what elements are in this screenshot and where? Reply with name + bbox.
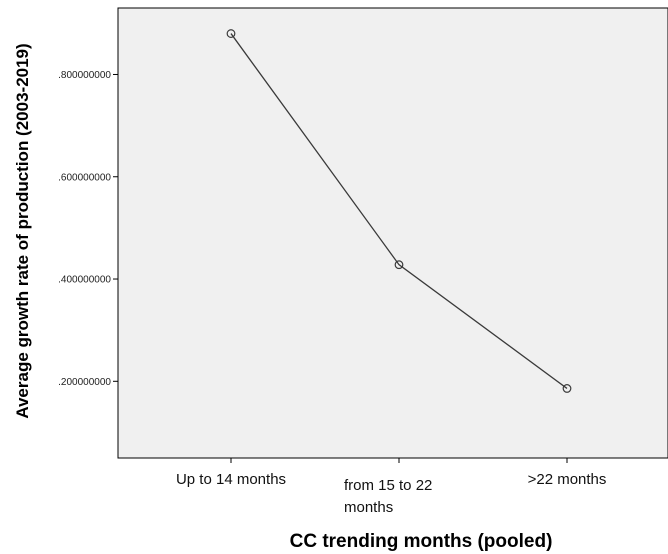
x-tick-label: from 15 to 22 months [344, 477, 432, 516]
y-axis: .200000000 .400000000 .600000000 .800000000 [58, 70, 118, 388]
data-point [226, 29, 236, 38]
series-line [230, 33, 568, 389]
data-point [394, 260, 404, 270]
y-tick-label: .400000000 [58, 275, 111, 286]
x-axis: Up to 14 months from 15 to 22 months >22 mo… [176, 458, 606, 516]
plot-area [117, 7, 668, 459]
y-tick-label: .200000000 [58, 377, 111, 388]
y-tick-label: .600000000 [58, 172, 111, 183]
data-point [562, 384, 572, 393]
y-axis-title: Average growth rate of production (2003-… [13, 43, 32, 418]
x-tick-label: >22 months [528, 471, 607, 488]
y-tick-label: .800000000 [58, 70, 111, 81]
series-layer [226, 29, 572, 393]
x-axis-title: CC trending months (pooled) [290, 531, 553, 552]
x-tick-label: Up to 14 months [176, 471, 286, 488]
